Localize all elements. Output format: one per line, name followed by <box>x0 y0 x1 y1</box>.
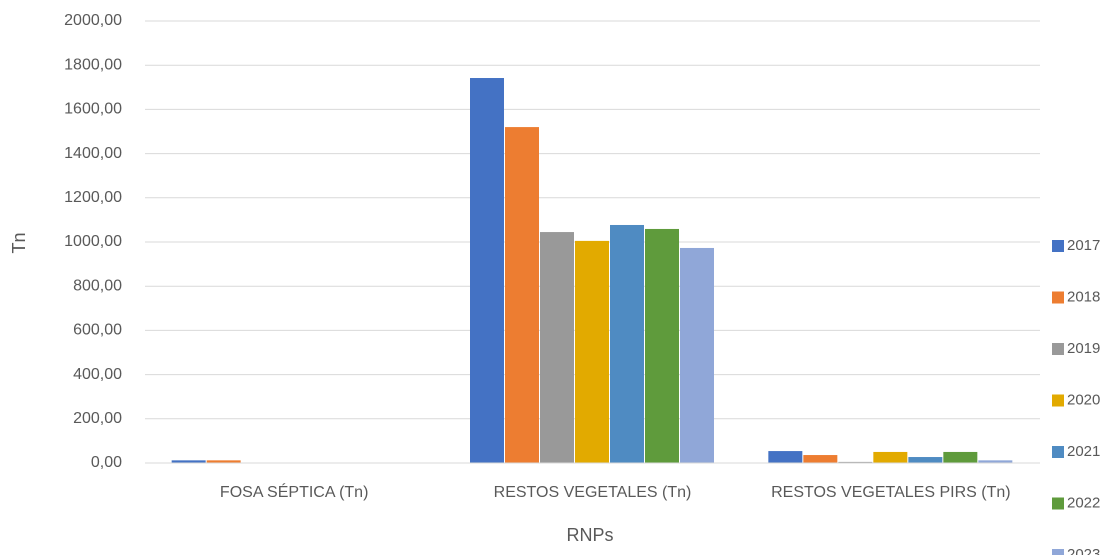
y-tick-label: 1800,00 <box>64 56 122 73</box>
y-tick-label: 600,00 <box>73 322 122 339</box>
legend-swatch <box>1052 497 1064 510</box>
bar <box>470 78 504 463</box>
y-tick-label: 800,00 <box>73 277 122 294</box>
bar <box>610 224 644 463</box>
y-tick-label: 1400,00 <box>64 145 122 162</box>
bar <box>645 228 679 463</box>
legend-swatch <box>1052 291 1064 304</box>
bar <box>206 460 241 463</box>
legend-swatch <box>1052 343 1064 355</box>
bar <box>768 451 803 463</box>
legend-swatch <box>1052 394 1064 407</box>
bar <box>505 127 539 463</box>
x-tick-label: RESTOS VEGETALES (Tn) <box>494 484 692 501</box>
y-tick-label: 2000,00 <box>64 12 122 29</box>
y-tick-label: 0,00 <box>91 454 122 471</box>
legend-label: 2020 <box>1067 391 1100 408</box>
bar <box>943 451 978 463</box>
legend-label: 2018 <box>1067 288 1100 305</box>
bar <box>540 232 574 463</box>
bar <box>575 240 609 463</box>
y-tick-label: 200,00 <box>73 410 122 427</box>
y-tick-label: 1000,00 <box>64 233 122 250</box>
bar <box>838 461 873 463</box>
legend-swatch <box>1052 446 1064 458</box>
bar <box>171 460 206 463</box>
y-tick-label: 400,00 <box>73 366 122 383</box>
bar <box>908 457 943 463</box>
bar <box>803 455 838 463</box>
y-tick-label: 1200,00 <box>64 189 122 206</box>
y-tick-label: 1600,00 <box>64 101 122 118</box>
y-axis-title: Tn <box>9 232 29 253</box>
x-axis-title: RNPs <box>566 525 613 545</box>
bar <box>680 247 714 463</box>
legend-label: 2017 <box>1067 237 1100 254</box>
x-tick-label: FOSA SÉPTICA (Tn) <box>220 482 368 501</box>
legend-swatch <box>1052 549 1064 555</box>
legend-label: 2021 <box>1067 443 1100 460</box>
legend-swatch <box>1052 240 1064 252</box>
legend-label: 2023 <box>1067 546 1100 555</box>
bar <box>978 460 1013 463</box>
legend-label: 2022 <box>1067 494 1100 511</box>
x-tick-label: RESTOS VEGETALES PIRS (Tn) <box>771 484 1010 501</box>
bar <box>873 451 908 463</box>
legend-label: 2019 <box>1067 340 1100 357</box>
